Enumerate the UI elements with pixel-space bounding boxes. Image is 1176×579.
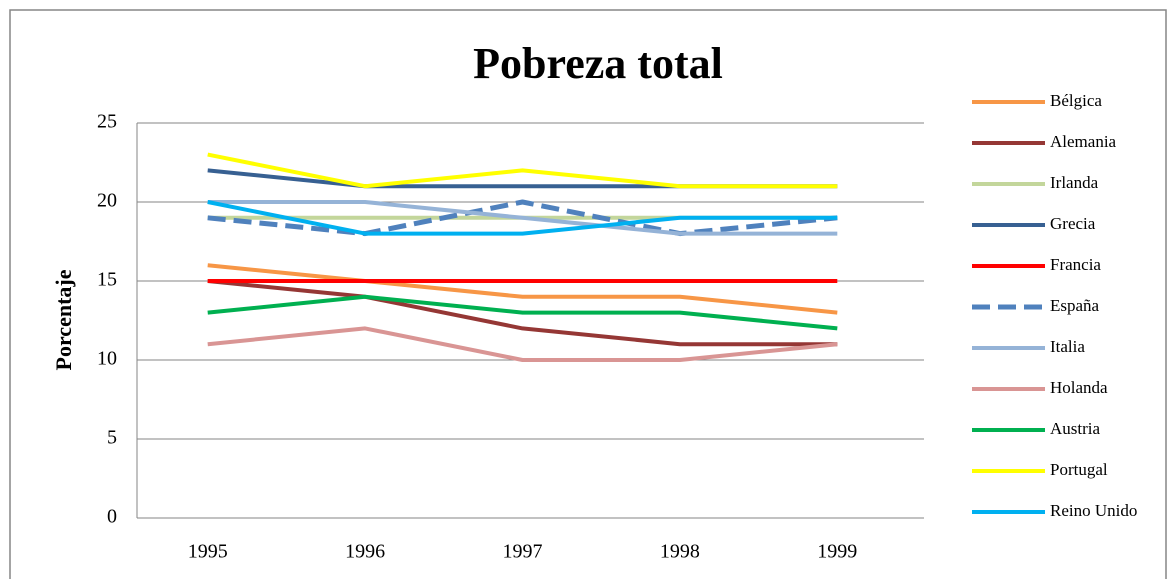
x-tick-label: 1999: [817, 541, 857, 563]
series-line: [207, 326, 838, 362]
legend-label: Austria: [1050, 419, 1101, 438]
chart-frame: [9, 9, 1167, 579]
series-line: [207, 294, 838, 331]
series-line: [207, 152, 838, 189]
legend-label: Reino Unido: [1050, 501, 1137, 520]
x-tick-label: 1995: [188, 541, 228, 563]
series-line: [207, 263, 838, 315]
y-tick-label: 5: [107, 427, 117, 449]
chart-title: Pobreza total: [473, 39, 723, 88]
legend-label: Holanda: [1050, 378, 1108, 397]
legend-label: Portugal: [1050, 460, 1108, 479]
legend-label: Bélgica: [1050, 91, 1102, 110]
y-tick-label: 0: [107, 506, 117, 528]
series-line: [207, 200, 838, 236]
legend-label: Irlanda: [1050, 173, 1099, 192]
legend-label: Alemania: [1050, 132, 1117, 151]
legend-label: España: [1050, 296, 1100, 315]
series-line: [207, 200, 838, 236]
legend-label: Grecia: [1050, 214, 1096, 233]
x-tick-label: 1996: [345, 541, 385, 563]
x-tick-label: 1997: [503, 541, 543, 563]
y-tick-label: 10: [97, 348, 117, 370]
series-line: [207, 279, 838, 347]
x-tick-label: 1998: [660, 541, 700, 563]
legend-label: Francia: [1050, 255, 1101, 274]
legend-label: Italia: [1050, 337, 1085, 356]
y-tick-label: 20: [97, 190, 117, 212]
y-tick-label: 15: [97, 269, 117, 291]
y-tick-label: 25: [97, 111, 117, 133]
series-line: [207, 199, 838, 237]
y-axis-label: Porcentaje: [51, 269, 76, 370]
